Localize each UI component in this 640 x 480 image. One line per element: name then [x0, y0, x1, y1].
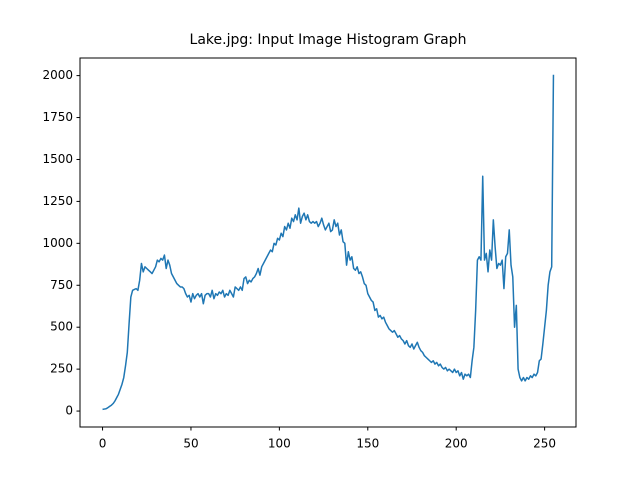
chart-title: Lake.jpg: Input Image Histogram Graph [190, 32, 467, 48]
y-tick-label: 1000 [42, 236, 73, 250]
x-tick-label: 0 [99, 437, 107, 451]
y-tick-label: 750 [50, 278, 73, 292]
y-tick-label: 1250 [42, 194, 73, 208]
axes-frame [79, 57, 577, 428]
data-line [102, 74, 555, 411]
x-tick-label: 50 [183, 437, 198, 451]
x-tick-label: 150 [356, 437, 379, 451]
y-tick-label: 0 [65, 404, 73, 418]
y-tick-label: 2000 [42, 68, 73, 82]
y-tick-label: 1750 [42, 110, 73, 124]
y-tick-label: 500 [50, 320, 73, 334]
x-tick-label: 250 [533, 437, 556, 451]
x-tick-label: 200 [445, 437, 468, 451]
y-tick-label: 250 [50, 362, 73, 376]
y-tick-label: 1500 [42, 152, 73, 166]
x-tick-label: 100 [268, 437, 291, 451]
